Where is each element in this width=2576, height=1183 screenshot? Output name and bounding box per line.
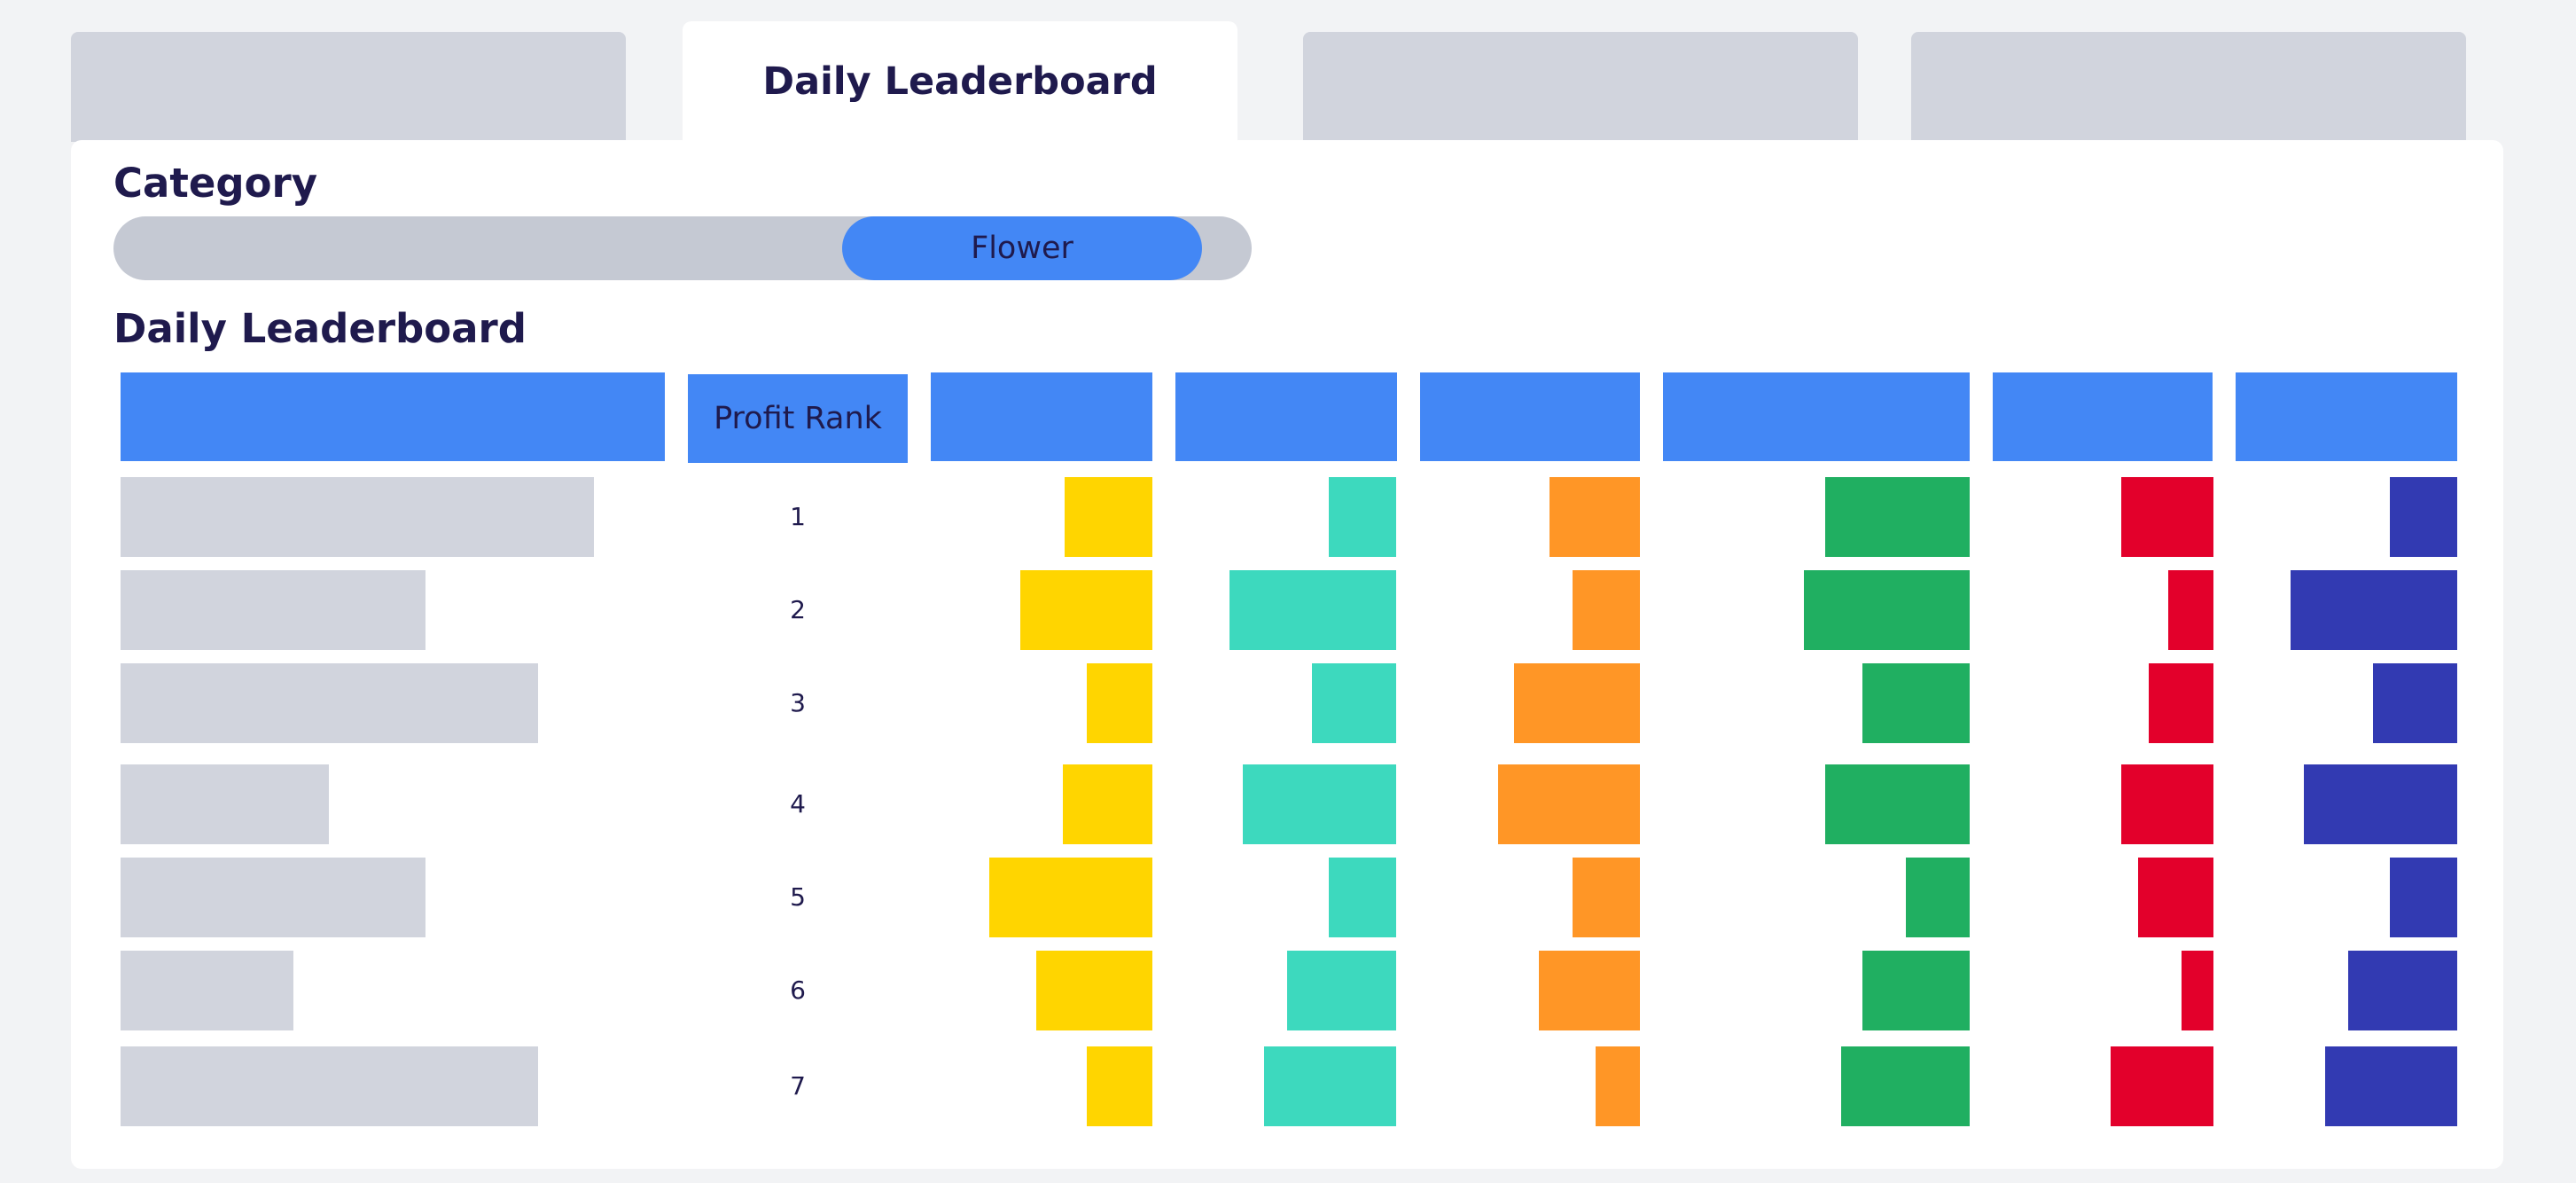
- row-metric-bar-2: [1287, 951, 1396, 1030]
- header-cell-metric-5[interactable]: [1993, 372, 2213, 461]
- header-cell-metric-6[interactable]: [2236, 372, 2457, 461]
- tab-label: Daily Leaderboard: [762, 59, 1158, 104]
- row-metric-bar-6: [2304, 764, 2457, 844]
- row-metric-bar-4: [1825, 764, 1970, 844]
- row-metric-bar-6: [2325, 1046, 2457, 1126]
- row-metric-bar-5: [2168, 570, 2213, 650]
- category-slider[interactable]: Flower: [113, 216, 1252, 280]
- row-metric-bar-1: [1087, 1046, 1152, 1126]
- header-cell-metric-3[interactable]: [1420, 372, 1640, 461]
- row-metric-bar-5: [2121, 477, 2213, 557]
- row-metric-bar-6: [2291, 570, 2457, 650]
- category-slider-thumb[interactable]: Flower: [842, 216, 1202, 280]
- row-rank: 3: [790, 688, 806, 717]
- row-rank: 5: [790, 882, 806, 912]
- tab-3[interactable]: [1303, 32, 1858, 142]
- row-metric-bar-1: [989, 858, 1152, 937]
- row-metric-bar-6: [2390, 477, 2457, 557]
- row-name-bar: [121, 663, 538, 743]
- row-metric-bar-5: [2138, 858, 2213, 937]
- row-metric-bar-4: [1804, 570, 1970, 650]
- row-metric-bar-2: [1329, 477, 1396, 557]
- row-metric-bar-4: [1862, 663, 1970, 743]
- row-metric-bar-4: [1906, 858, 1970, 937]
- row-rank: 2: [790, 595, 806, 624]
- row-metric-bar-3: [1514, 663, 1640, 743]
- row-metric-bar-3: [1539, 951, 1640, 1030]
- row-metric-bar-6: [2373, 663, 2457, 743]
- row-metric-bar-3: [1573, 570, 1640, 650]
- row-metric-bar-3: [1573, 858, 1640, 937]
- row-metric-bar-4: [1862, 951, 1970, 1030]
- row-name-bar: [121, 764, 329, 844]
- row-metric-bar-3: [1498, 764, 1640, 844]
- row-rank: 6: [790, 975, 806, 1005]
- row-name-bar: [121, 858, 425, 937]
- category-title: Category: [113, 160, 318, 207]
- row-rank: 1: [790, 502, 806, 531]
- row-name-bar: [121, 1046, 538, 1126]
- row-metric-bar-6: [2390, 858, 2457, 937]
- row-metric-bar-5: [2121, 764, 2213, 844]
- row-rank: 4: [790, 789, 806, 819]
- header-cell-metric-4[interactable]: [1663, 372, 1970, 461]
- tab-daily-leaderboard[interactable]: Daily Leaderboard: [683, 21, 1237, 142]
- row-metric-bar-1: [1020, 570, 1152, 650]
- row-metric-bar-1: [1065, 477, 1152, 557]
- header-cell-metric-1[interactable]: [931, 372, 1152, 461]
- row-metric-bar-1: [1063, 764, 1152, 844]
- tab-4[interactable]: [1911, 32, 2466, 142]
- row-metric-bar-2: [1312, 663, 1396, 743]
- row-rank: 7: [790, 1071, 806, 1101]
- row-metric-bar-2: [1243, 764, 1396, 844]
- header-cell-name[interactable]: [121, 372, 665, 461]
- row-metric-bar-2: [1229, 570, 1396, 650]
- category-selected-label: Flower: [971, 231, 1073, 266]
- row-metric-bar-2: [1264, 1046, 1396, 1126]
- row-metric-bar-1: [1036, 951, 1152, 1030]
- row-metric-bar-2: [1329, 858, 1396, 937]
- row-name-bar: [121, 570, 425, 650]
- header-cell-profit-rank[interactable]: Profit Rank: [688, 374, 908, 463]
- row-metric-bar-5: [2111, 1046, 2213, 1126]
- row-metric-bar-1: [1087, 663, 1152, 743]
- row-metric-bar-3: [1596, 1046, 1640, 1126]
- row-metric-bar-4: [1841, 1046, 1970, 1126]
- row-name-bar: [121, 951, 293, 1030]
- row-metric-bar-5: [2149, 663, 2213, 743]
- row-metric-bar-6: [2348, 951, 2457, 1030]
- leaderboard-title: Daily Leaderboard: [113, 305, 527, 352]
- tab-1[interactable]: [71, 32, 626, 142]
- row-metric-bar-5: [2182, 951, 2213, 1030]
- row-metric-bar-4: [1825, 477, 1970, 557]
- row-name-bar: [121, 477, 594, 557]
- row-metric-bar-3: [1550, 477, 1640, 557]
- header-profit-rank-label: Profit Rank: [714, 401, 882, 436]
- header-cell-metric-2[interactable]: [1175, 372, 1397, 461]
